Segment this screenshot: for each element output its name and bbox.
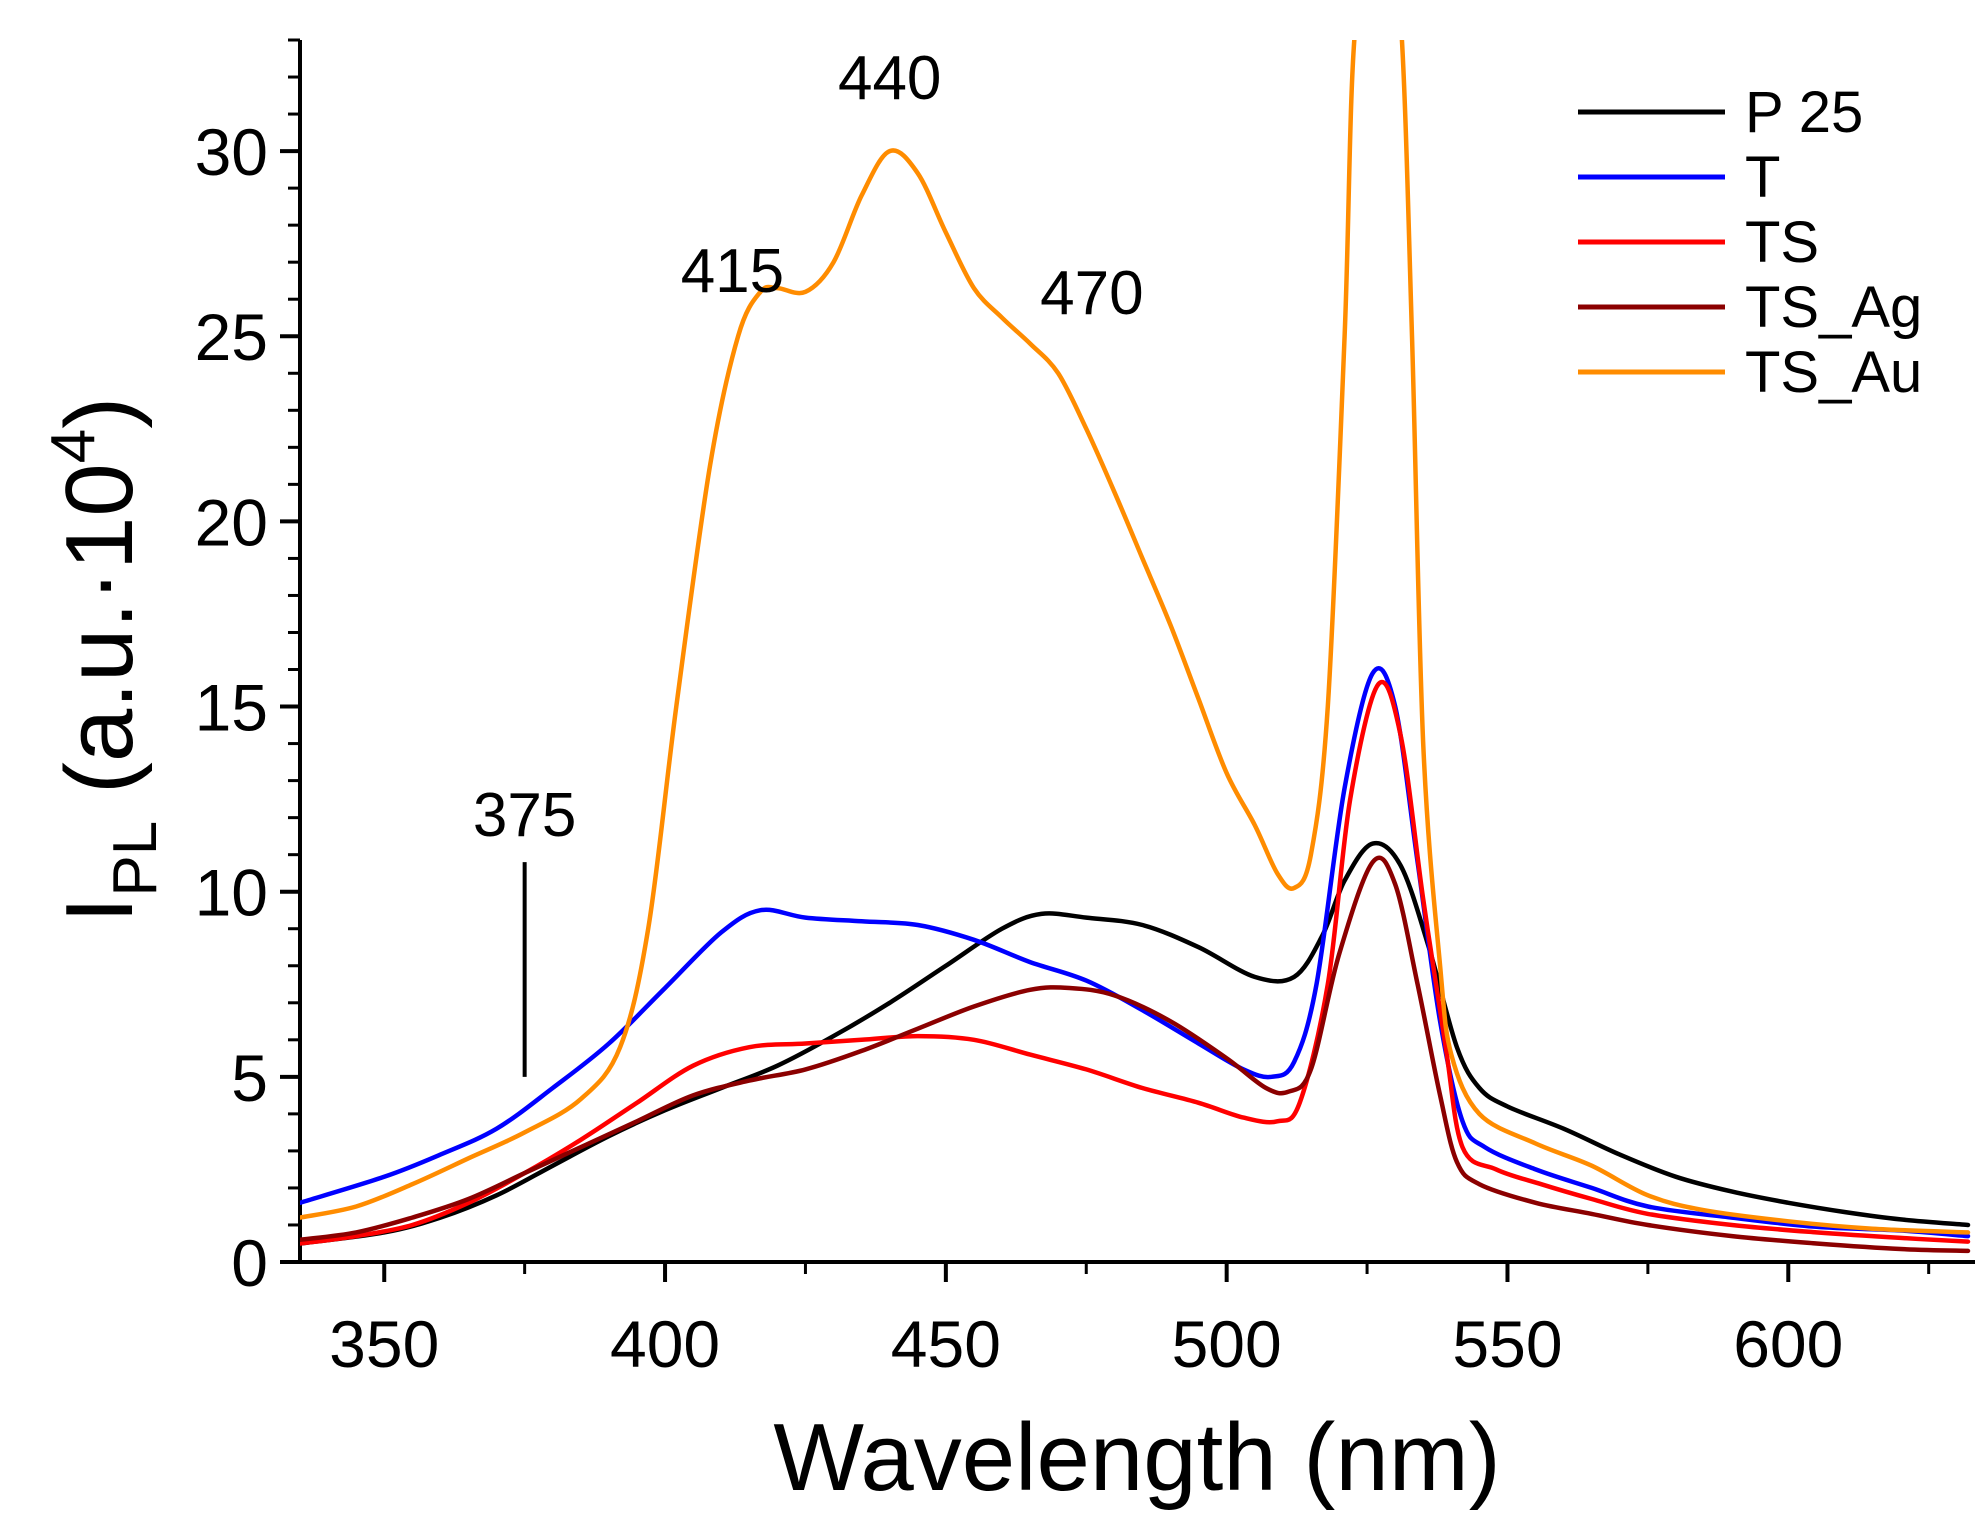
annotation-470: 470 <box>1040 259 1143 328</box>
y-tick-label: 5 <box>231 1041 268 1115</box>
series-line-ts-au <box>300 40 1971 1235</box>
series-layer <box>300 40 1971 1254</box>
y-tick-label: 15 <box>195 671 268 745</box>
y-axis-title: IPL (a.u.·104) <box>39 397 170 923</box>
annotation-440: 440 <box>838 44 941 113</box>
legend-label-p-25: P 25 <box>1745 80 1863 145</box>
x-tick-label: 350 <box>329 1307 439 1381</box>
x-tick-label: 400 <box>610 1307 720 1381</box>
y-tick-label: 25 <box>195 300 268 374</box>
annotation-375: 375 <box>473 781 576 850</box>
y-tick-label: 20 <box>195 485 268 559</box>
y-tick-label: 0 <box>231 1226 268 1300</box>
y-axis-ticks: 0 5 10 15 20 25 30 <box>195 38 300 1300</box>
x-axis-title: Wavelength (nm) <box>773 1404 1500 1511</box>
legend-label-ts-ag: TS_Ag <box>1745 275 1922 340</box>
y-tick-label: 30 <box>195 115 268 189</box>
annotation-415: 415 <box>681 237 784 306</box>
series-line-ts <box>300 679 1971 1246</box>
series-line-ts-ag <box>300 855 1971 1254</box>
legend-label-t: T <box>1745 145 1780 210</box>
y-tick-label: 10 <box>195 856 268 930</box>
series-line-t <box>300 666 1971 1239</box>
x-tick-label: 550 <box>1452 1307 1562 1381</box>
x-tick-label: 500 <box>1172 1307 1282 1381</box>
series-line-p-25 <box>300 840 1971 1246</box>
x-axis-ticks: 350 400 450 500 550 600 <box>329 1262 1931 1381</box>
x-tick-label: 450 <box>891 1307 1001 1381</box>
peak-annotations: 375 415 440 470 <box>473 44 1144 1077</box>
x-tick-label: 600 <box>1733 1307 1843 1381</box>
legend-label-ts: TS <box>1745 210 1819 275</box>
legend-label-ts-au: TS_Au <box>1745 340 1922 405</box>
